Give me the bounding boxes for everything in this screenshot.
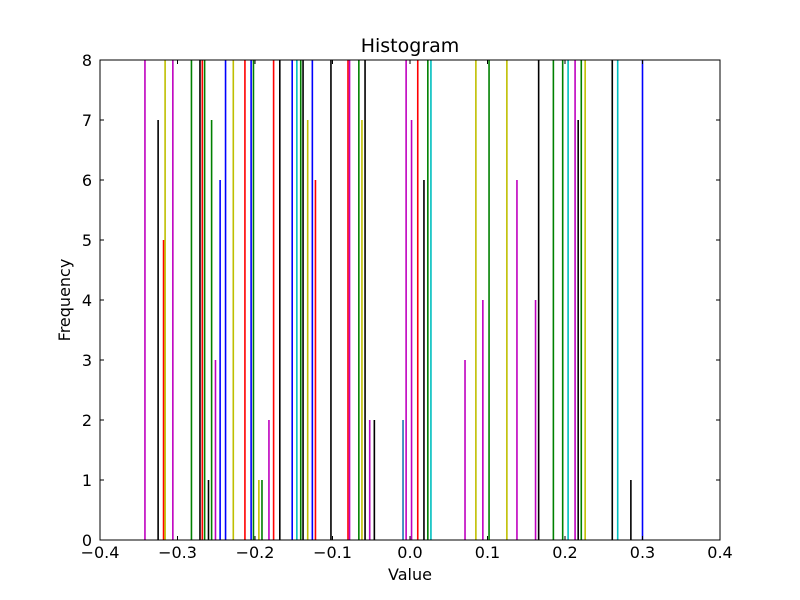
histogram-bar [224,60,227,540]
chart-title: Histogram [361,35,460,57]
histogram-bar [430,60,432,540]
histogram-bar [537,60,540,540]
x-tick-label: −0.2 [236,543,275,562]
histogram-bar [506,60,508,540]
histogram-bar [157,120,159,540]
histogram-bar [423,180,425,540]
histogram-bar [291,60,293,540]
histogram-bar [214,360,217,540]
histogram-bar [577,120,579,540]
bars-layer [144,60,644,540]
x-tick-label: −0.1 [313,543,352,562]
histogram-bar [296,60,298,540]
histogram-bar [311,60,314,540]
histogram-bar [268,420,270,540]
histogram-bar [464,360,466,540]
x-tick-label: 0.3 [630,543,655,562]
histogram-bar [232,60,235,540]
histogram-bar [516,180,518,540]
y-tick-label: 2 [82,411,92,430]
x-tick-label: −0.4 [81,543,120,562]
ticks-layer: −0.4 −0.3 −0.2 −0.1 0.0 0.1 0.2 0.3 0.4 0 1 2 3 4 5 6 7 8 [81,51,733,562]
histogram-bar [250,60,252,540]
y-tick-label: 7 [82,111,92,130]
histogram-bar [368,420,371,540]
histogram-bar [361,120,363,540]
y-tick-label: 5 [82,231,92,250]
histogram-bar [427,60,429,540]
histogram-bar [488,60,490,540]
histogram-bar [580,60,583,540]
histogram-bar [348,60,351,540]
y-tick-label: 1 [82,471,92,490]
histogram-bar [144,60,146,540]
histogram-bar [410,120,413,540]
histogram-bar [201,60,204,540]
histogram-bar [561,60,564,540]
histogram-bar [630,480,632,540]
histogram-bar [616,60,619,540]
histogram-bar [611,60,614,540]
histogram-bar [162,240,165,540]
histogram-bar [299,60,302,540]
y-tick-label: 3 [82,351,92,370]
x-tick-label: 0.1 [475,543,500,562]
histogram-bar [244,60,246,540]
histogram-bar [172,60,174,540]
histogram-bar [475,60,477,540]
x-tick-label: 0.4 [707,543,732,562]
x-axis-title: Value [388,565,432,584]
histogram-bar [190,60,193,540]
histogram-bar [272,60,275,540]
histogram-bar [279,60,281,540]
histogram-bar [306,120,309,540]
histogram-bar [261,480,263,540]
histogram-bar [219,180,221,540]
histogram-bar [584,60,586,540]
plot-area [100,60,720,540]
x-tick-label: −0.3 [158,543,197,562]
y-tick-label: 6 [82,171,92,190]
histogram-bar [207,480,210,540]
y-tick-label: 8 [82,51,92,70]
histogram-bar [405,60,407,540]
histogram-bar [552,60,555,540]
histogram-bar [302,60,304,540]
histogram-bar [534,300,537,540]
histogram-bar [252,60,255,540]
histogram-bar [258,480,260,540]
histogram-bar [567,60,569,540]
histogram-bar [364,60,366,540]
histogram-bar [402,420,404,540]
histogram-bar [210,120,213,540]
histogram-bar [358,60,360,540]
histogram-bar [574,60,576,540]
histogram-bar [199,60,201,540]
histogram-bar [373,420,376,540]
histogram-bar [164,60,166,540]
y-axis-title: Frequency [55,259,74,342]
histogram-bar [416,60,419,540]
histogram-bar [641,60,644,540]
y-tick-label: 0 [82,531,92,550]
histogram-bar [314,180,317,540]
histogram-bar [203,60,206,540]
histogram-bar [482,300,484,540]
y-tick-label: 4 [82,291,92,310]
x-tick-label: 0.2 [552,543,577,562]
histogram-bar [330,60,332,540]
histogram-bar [347,60,349,540]
x-tick-label: 0.0 [397,543,422,562]
